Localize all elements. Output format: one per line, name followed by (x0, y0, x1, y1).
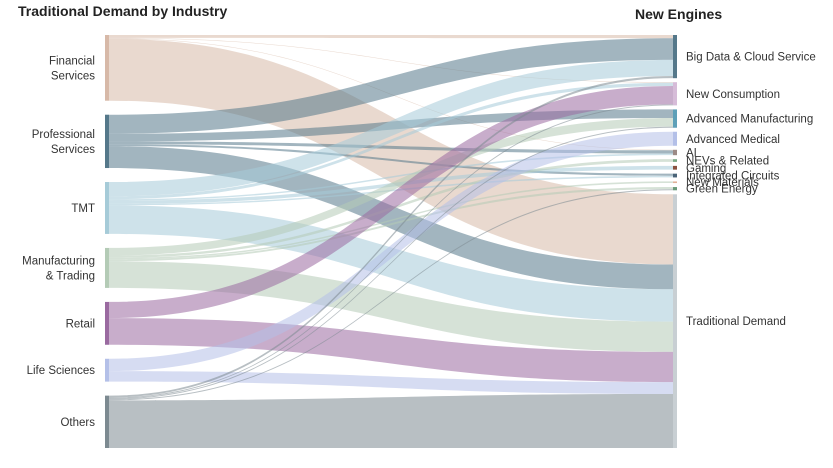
target-node-big-data-cloud-service (673, 35, 677, 79)
right-header: New Engines (635, 6, 722, 22)
flow-retail-to-traditional-demand (109, 318, 673, 383)
flow-life-sciences-to-traditional-demand (109, 371, 673, 395)
target-label-integrated-circuits: Integrated Circuits (686, 171, 780, 183)
target-label-ai: AI (686, 147, 697, 159)
target-node-integrated-circuits (673, 173, 677, 178)
flow-financial-services-to-big-data-cloud-service (109, 35, 673, 39)
left-header: Traditional Demand by Industry (18, 3, 227, 19)
target-node-new-consumption (673, 82, 677, 106)
target-label-nevs-related: NEVs & Related (686, 156, 769, 168)
flow-tmt-to-ai (109, 153, 673, 201)
target-label-advanced-manufacturing: Advanced Manufacturing (686, 114, 813, 126)
target-node-advanced-manufacturing (673, 109, 677, 128)
flow-manufacturing-trading-to-green-energy (109, 187, 673, 262)
source-label-tmt: TMT (71, 203, 95, 215)
flow-tmt-to-big-data-cloud-service (109, 59, 673, 197)
target-node-advanced-medical (673, 131, 677, 146)
target-node-ai (673, 149, 677, 156)
target-label-gaming: Gaming (686, 163, 726, 175)
source-label-others: Others (60, 417, 95, 429)
flow-financial-services-to-new-consumption (109, 37, 673, 83)
flow-professional-services-to-integrated-circuits (109, 144, 673, 176)
source-node-manufacturing-trading (105, 247, 109, 288)
flow-tmt-to-new-consumption (109, 82, 673, 200)
source-label-life-sciences: Life Sciences (27, 365, 96, 377)
target-label-advanced-medical: Advanced Medical (686, 134, 780, 146)
target-label-green-energy: Green Energy (686, 184, 758, 196)
flow-retail-to-new-consumption (109, 85, 673, 319)
source-label-financial-services: Financial Services (49, 55, 95, 82)
target-node-traditional-demand (673, 194, 677, 448)
source-node-financial-services (105, 35, 109, 101)
target-node-nevs-related (673, 159, 677, 162)
nodes (105, 35, 677, 448)
target-node-gaming (673, 165, 677, 170)
source-node-others (105, 395, 109, 448)
source-node-tmt (105, 182, 109, 234)
source-node-professional-services (105, 114, 109, 169)
target-label-big-data-cloud-service: Big Data & Cloud Service (686, 52, 816, 64)
flow-others-to-advanced-manufacturing (109, 126, 673, 400)
source-node-retail (105, 301, 109, 345)
flow-manufacturing-trading-to-advanced-manufacturing (109, 118, 673, 256)
target-label-new-consumption: New Consumption (686, 89, 780, 101)
target-node-green-energy (673, 187, 677, 191)
flow-financial-services-to-traditional-demand (109, 38, 673, 265)
flow-professional-services-to-ai (109, 141, 673, 154)
node-labels: Financial Services Professional Services TMT… (22, 52, 816, 429)
source-label-manufacturing-trading: Manufacturing & Trading (22, 255, 95, 282)
flow-others-to-green-energy (109, 189, 673, 401)
source-node-life-sciences (105, 358, 109, 382)
flow-links (109, 35, 673, 448)
target-node-new-materials (673, 181, 677, 184)
source-label-professional-services: Professional Services (32, 129, 96, 156)
flow-professional-services-to-big-data-cloud-service (109, 38, 673, 134)
flow-professional-services-to-traditional-demand (109, 146, 673, 290)
flow-others-to-new-consumption (109, 104, 673, 399)
target-label-traditional-demand: Traditional Demand (686, 316, 786, 328)
flow-others-to-big-data-cloud-service (109, 76, 673, 398)
flow-manufacturing-trading-to-new-materials (109, 181, 673, 260)
flow-others-to-traditional-demand (109, 394, 673, 448)
source-label-retail: Retail (66, 318, 95, 330)
target-label-new-materials: New Materials (686, 177, 759, 189)
